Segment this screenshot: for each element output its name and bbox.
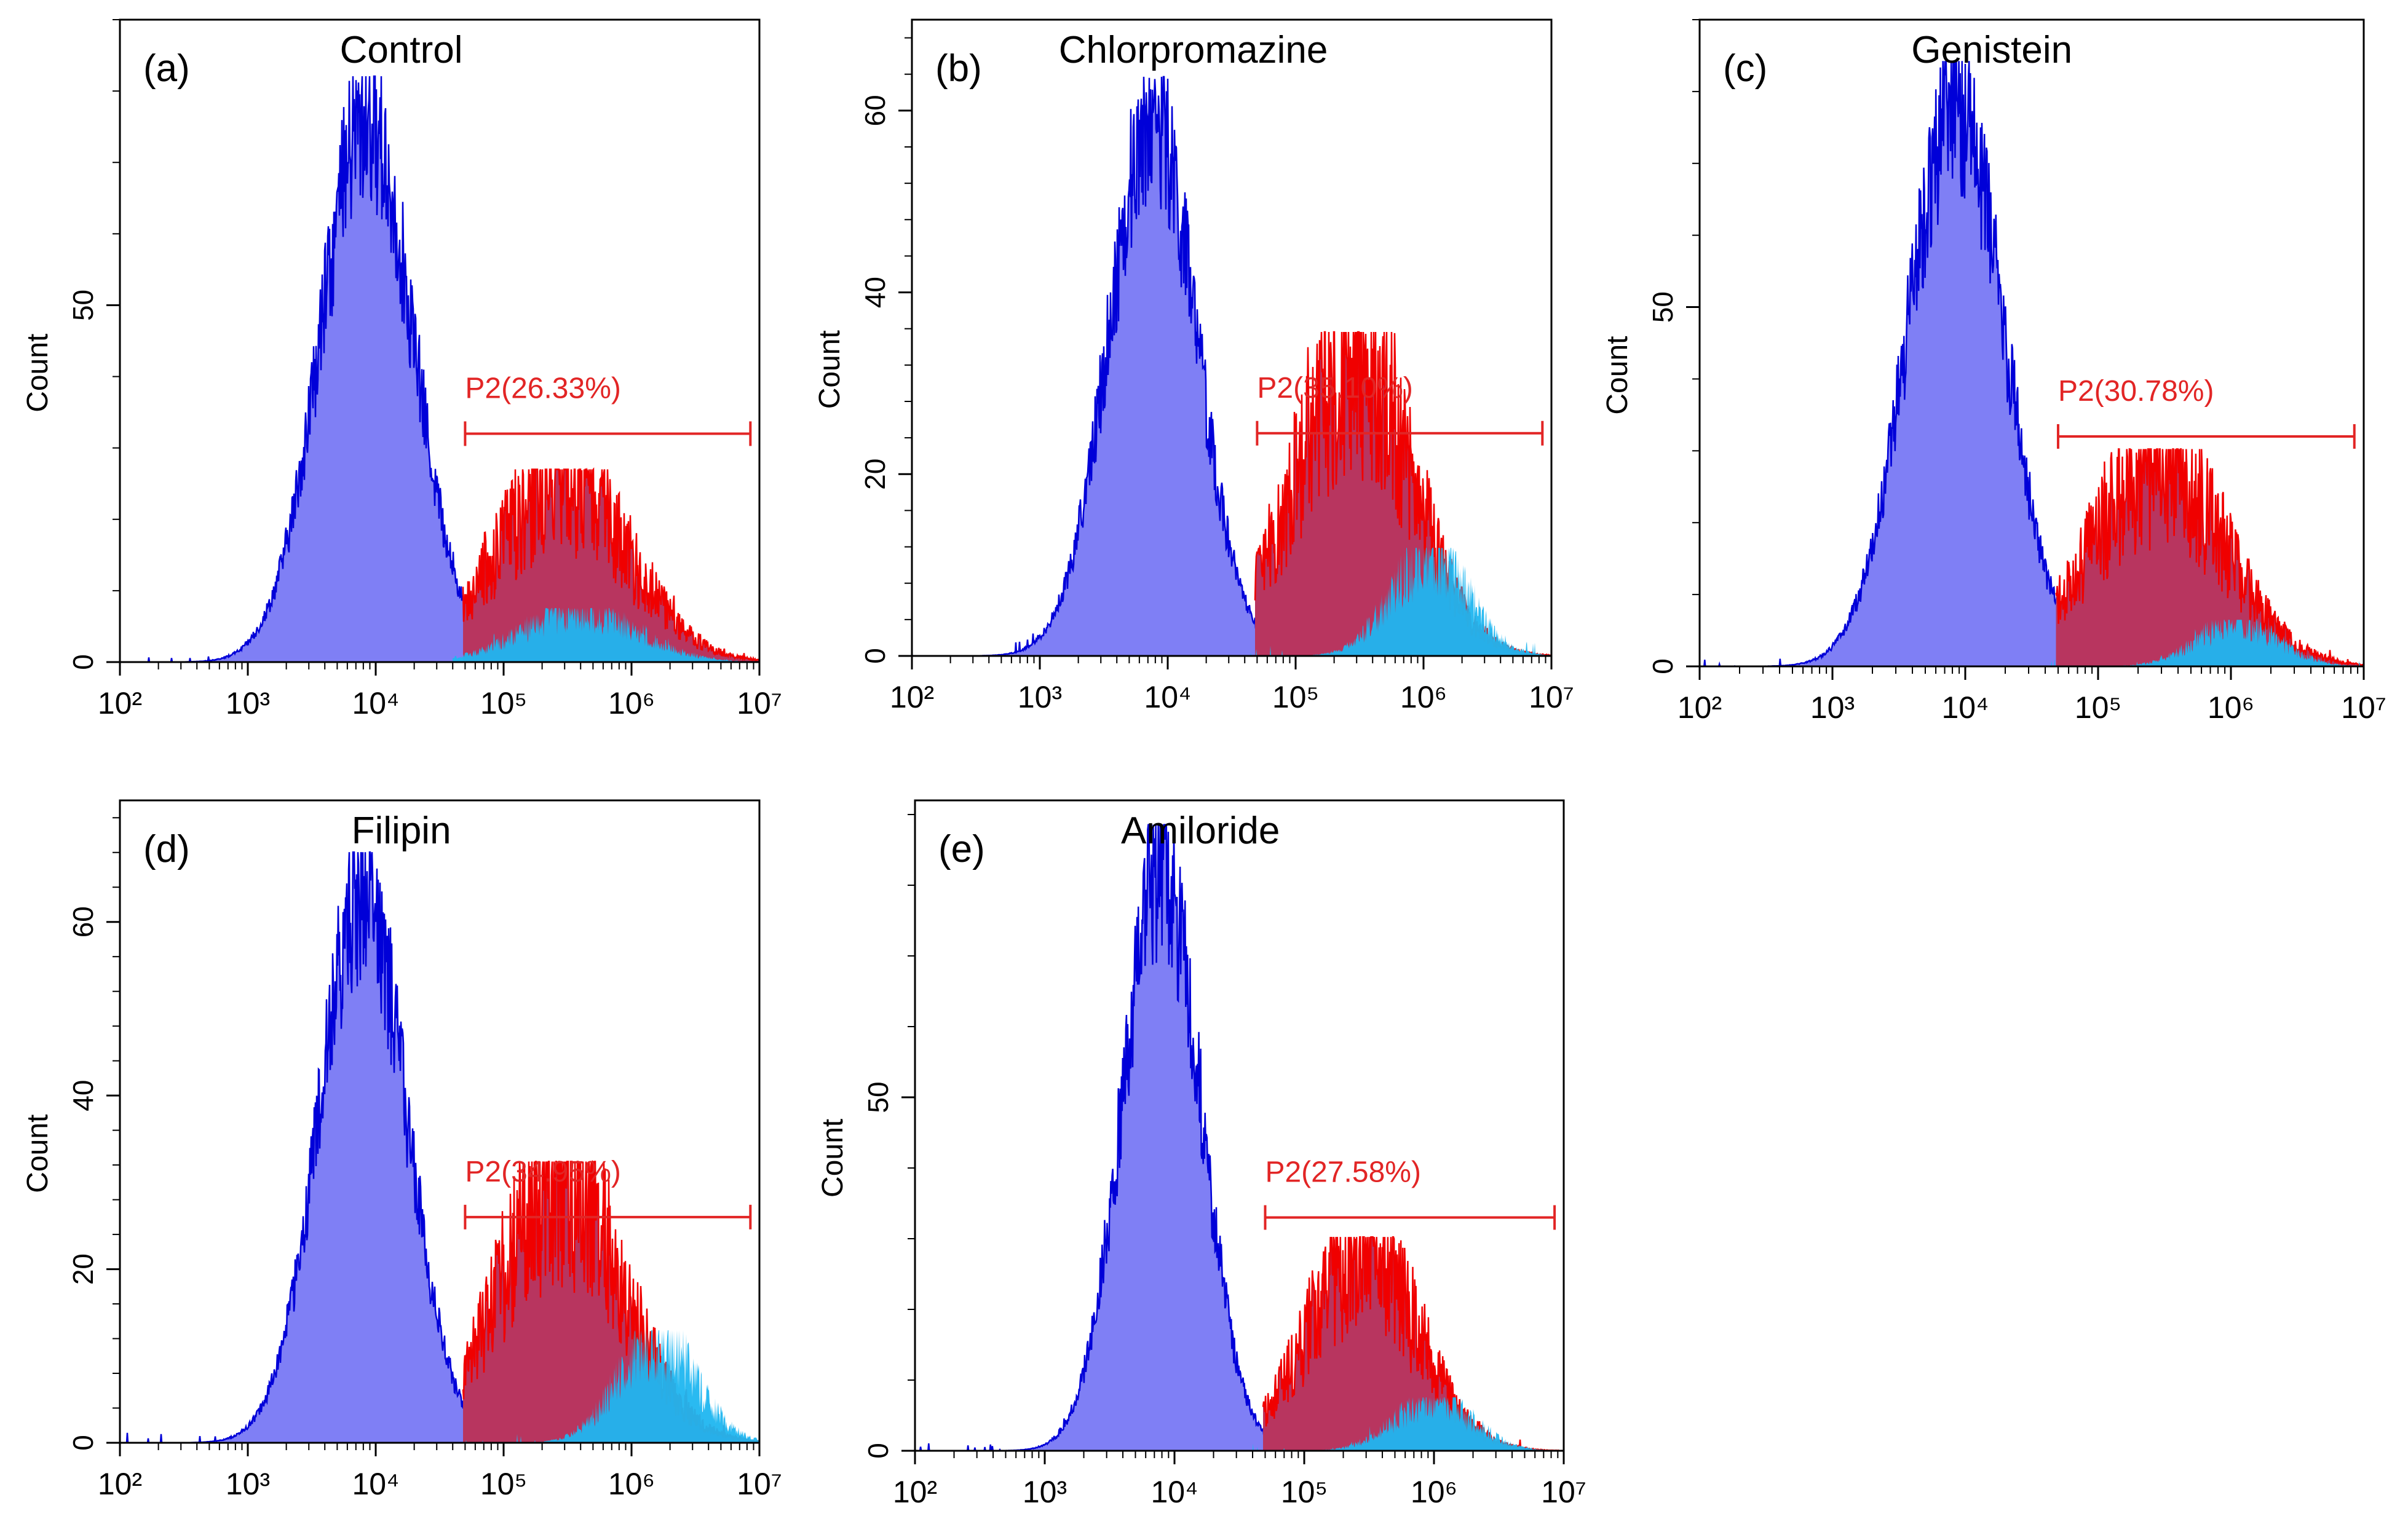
y-tick-label: 50 xyxy=(1647,291,1679,323)
gate-label: P2(35.10%) xyxy=(1257,372,1412,404)
plot-frame xyxy=(914,799,1565,1452)
x-tick-label: 10⁶ xyxy=(1411,1475,1457,1509)
y-tick-label: 0 xyxy=(859,648,891,664)
x-tick-label: 10⁷ xyxy=(737,686,782,720)
x-tick-label: 10⁶ xyxy=(608,686,655,720)
x-tick-label: 10⁵ xyxy=(480,686,527,720)
gate-label: P2(30.78%) xyxy=(2058,375,2214,408)
x-tick-label: 10⁵ xyxy=(1281,1475,1328,1509)
panel-title: Genistein xyxy=(1911,29,2072,71)
p2-population-line xyxy=(2055,448,2364,667)
positive-population-area xyxy=(453,608,759,662)
plot-frame xyxy=(1698,18,2365,668)
panel-a: 10² 10³ 10⁴ 10⁵ 10⁶ 10⁷ 0 50 Count (a) Control P2(2… xyxy=(22,18,782,720)
y-axis-label: Count xyxy=(22,1115,54,1193)
x-tick-label: 10⁶ xyxy=(2208,690,2254,725)
panel-title: Amiloride xyxy=(1121,810,1280,852)
x-tick-label: 10⁴ xyxy=(1151,1475,1198,1509)
x-tick-label: 10³ xyxy=(1018,680,1062,714)
x-tick-label: 10⁴ xyxy=(1144,680,1191,714)
x-tick-label: 10² xyxy=(98,686,142,720)
y-tick-label: 60 xyxy=(859,95,891,126)
y-tick-label: 50 xyxy=(67,290,99,321)
positive-population-area xyxy=(1245,548,1551,656)
y-tick-label: 50 xyxy=(862,1081,894,1113)
x-tick-label: 10⁷ xyxy=(737,1467,782,1501)
gate-label: P2(34.95%) xyxy=(465,1156,620,1188)
gate-label: P2(26.33%) xyxy=(465,372,620,404)
y-axis-label: Count xyxy=(817,1119,849,1198)
plot-frame xyxy=(119,799,761,1444)
y-tick-label: 20 xyxy=(67,1253,99,1285)
panel-label: (d) xyxy=(143,828,190,870)
x-tick-label: 10² xyxy=(893,1475,937,1509)
y-axis-label: Count xyxy=(814,330,846,409)
p2-population-area xyxy=(1263,1237,1564,1451)
positive-population-area xyxy=(453,1330,759,1443)
panel-label: (e) xyxy=(938,828,985,870)
x-tick-label: 10³ xyxy=(1023,1475,1067,1509)
x-tick-label: 10² xyxy=(890,680,934,714)
y-tick-label: 40 xyxy=(859,277,891,308)
x-tick-label: 10² xyxy=(1677,690,1722,725)
y-tick-label: 40 xyxy=(67,1080,99,1111)
panel-title: Filipin xyxy=(352,810,451,852)
positive-population-area xyxy=(2045,620,2364,666)
y-tick-label: 0 xyxy=(1647,658,1679,674)
x-tick-label: 10⁴ xyxy=(1941,690,1989,725)
plot-frame xyxy=(119,18,761,663)
x-tick-label: 10³ xyxy=(1810,690,1855,725)
x-tick-label: 10⁴ xyxy=(352,1467,399,1501)
y-tick-label: 0 xyxy=(67,654,99,670)
x-tick-label: 10² xyxy=(98,1467,142,1501)
p2-population-area xyxy=(2056,449,2364,666)
y-axis-label: Count xyxy=(1601,336,1634,415)
panel-e: 10² 10³ 10⁴ 10⁵ 10⁶ 10⁷ 0 50 Count (e) Amiloride P2… xyxy=(817,799,1586,1509)
x-tick-label: 10⁷ xyxy=(1529,680,1574,714)
p2-population-line xyxy=(462,467,760,662)
y-axis-label: Count xyxy=(22,334,54,412)
x-tick-label: 10⁴ xyxy=(352,686,399,720)
x-tick-label: 10³ xyxy=(226,686,270,720)
panel-label: (a) xyxy=(143,47,190,90)
positive-population-area xyxy=(1252,1397,1564,1451)
x-tick-label: 10⁷ xyxy=(1541,1475,1586,1509)
x-tick-label: 10⁵ xyxy=(2075,690,2121,725)
panel-label: (c) xyxy=(1723,47,1767,90)
negative-population-area xyxy=(915,824,1268,1451)
y-tick-label: 0 xyxy=(67,1435,99,1451)
x-tick-label: 10⁵ xyxy=(1272,680,1319,714)
negative-population-area xyxy=(912,76,1259,656)
gate-label: P2(27.58%) xyxy=(1265,1156,1420,1189)
panel-label: (b) xyxy=(935,47,982,90)
x-tick-label: 10⁷ xyxy=(2341,690,2386,725)
x-tick-label: 10⁵ xyxy=(480,1467,527,1501)
panel-title: Control xyxy=(340,29,463,71)
panel-c: 10² 10³ 10⁴ 10⁵ 10⁶ 10⁷ 0 50 Count (c) Genistein P2… xyxy=(1601,18,2386,725)
p2-population-area xyxy=(463,469,759,662)
negative-population-area xyxy=(120,76,467,662)
plot-frame xyxy=(911,18,1553,657)
y-tick-label: 20 xyxy=(859,459,891,490)
panel-title: Chlorpromazine xyxy=(1059,29,1328,71)
panel-d: 10² 10³ 10⁴ 10⁵ 10⁶ 10⁷ 0 20 40 60 Count (d) Filipin… xyxy=(22,799,782,1501)
x-tick-label: 10³ xyxy=(226,1467,270,1501)
x-tick-label: 10⁶ xyxy=(1400,680,1447,714)
x-tick-label: 10⁶ xyxy=(608,1467,655,1501)
y-tick-label: 0 xyxy=(862,1443,894,1459)
y-tick-label: 60 xyxy=(67,906,99,937)
panel-b: 10² 10³ 10⁴ 10⁵ 10⁶ 10⁷ 0 20 40 60 Count (b) Chlorpr… xyxy=(814,18,1574,714)
negative-population-area xyxy=(1700,61,2061,667)
